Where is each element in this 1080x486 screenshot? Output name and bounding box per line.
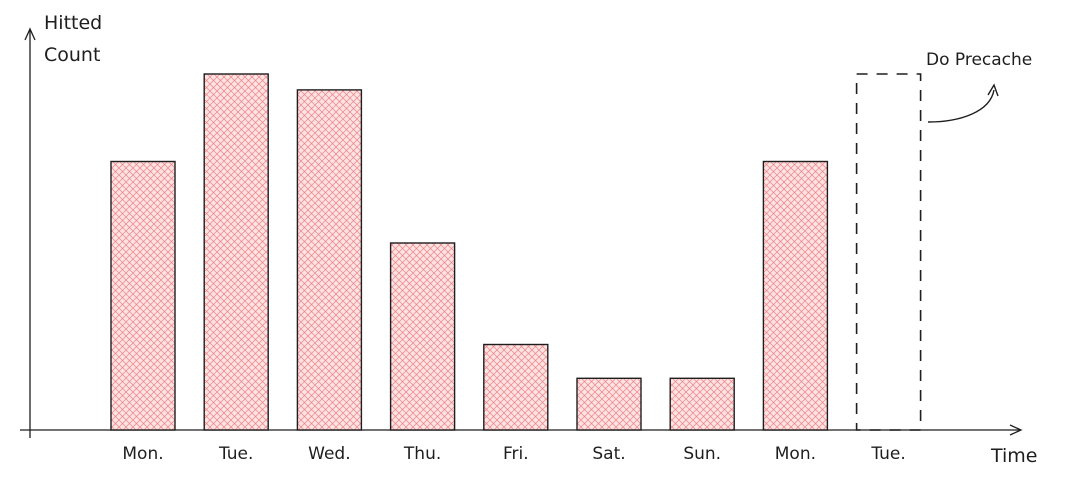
- y-axis-title-line-1: Hitted: [44, 12, 102, 34]
- bars-group: [111, 74, 921, 430]
- x-tick-label-5: Fri.: [503, 444, 529, 464]
- tick-labels-group: Mon. Tue. Wed. Thu. Fri. Sat. Sun. Mon. Tue.: [122, 444, 905, 464]
- bar-8: [763, 162, 827, 431]
- y-axis-title-line-2: Count: [44, 44, 100, 66]
- bar-predicted-9: [857, 74, 921, 430]
- curved-arrow-icon: [928, 90, 994, 122]
- x-tick-label-8: Mon.: [775, 444, 816, 464]
- bar-1: [111, 162, 175, 431]
- precache-annotation: Do Precache: [926, 50, 1032, 122]
- x-axis-title: Time: [990, 445, 1038, 467]
- x-tick-label-1: Mon.: [122, 444, 163, 464]
- bar-7: [670, 378, 734, 430]
- x-tick-label-7: Sun.: [683, 444, 721, 464]
- bar-4: [391, 243, 455, 430]
- x-tick-label-3: Wed.: [308, 444, 350, 464]
- x-tick-label-4: Thu.: [403, 444, 441, 464]
- x-tick-label-6: Sat.: [592, 444, 625, 464]
- x-tick-label-2: Tue.: [218, 444, 253, 464]
- bar-6: [577, 378, 641, 430]
- bar-2: [204, 74, 268, 430]
- x-tick-label-9: Tue.: [870, 444, 905, 464]
- bar-5: [484, 345, 548, 431]
- precache-annotation-label: Do Precache: [926, 50, 1032, 70]
- bar-3: [297, 90, 361, 430]
